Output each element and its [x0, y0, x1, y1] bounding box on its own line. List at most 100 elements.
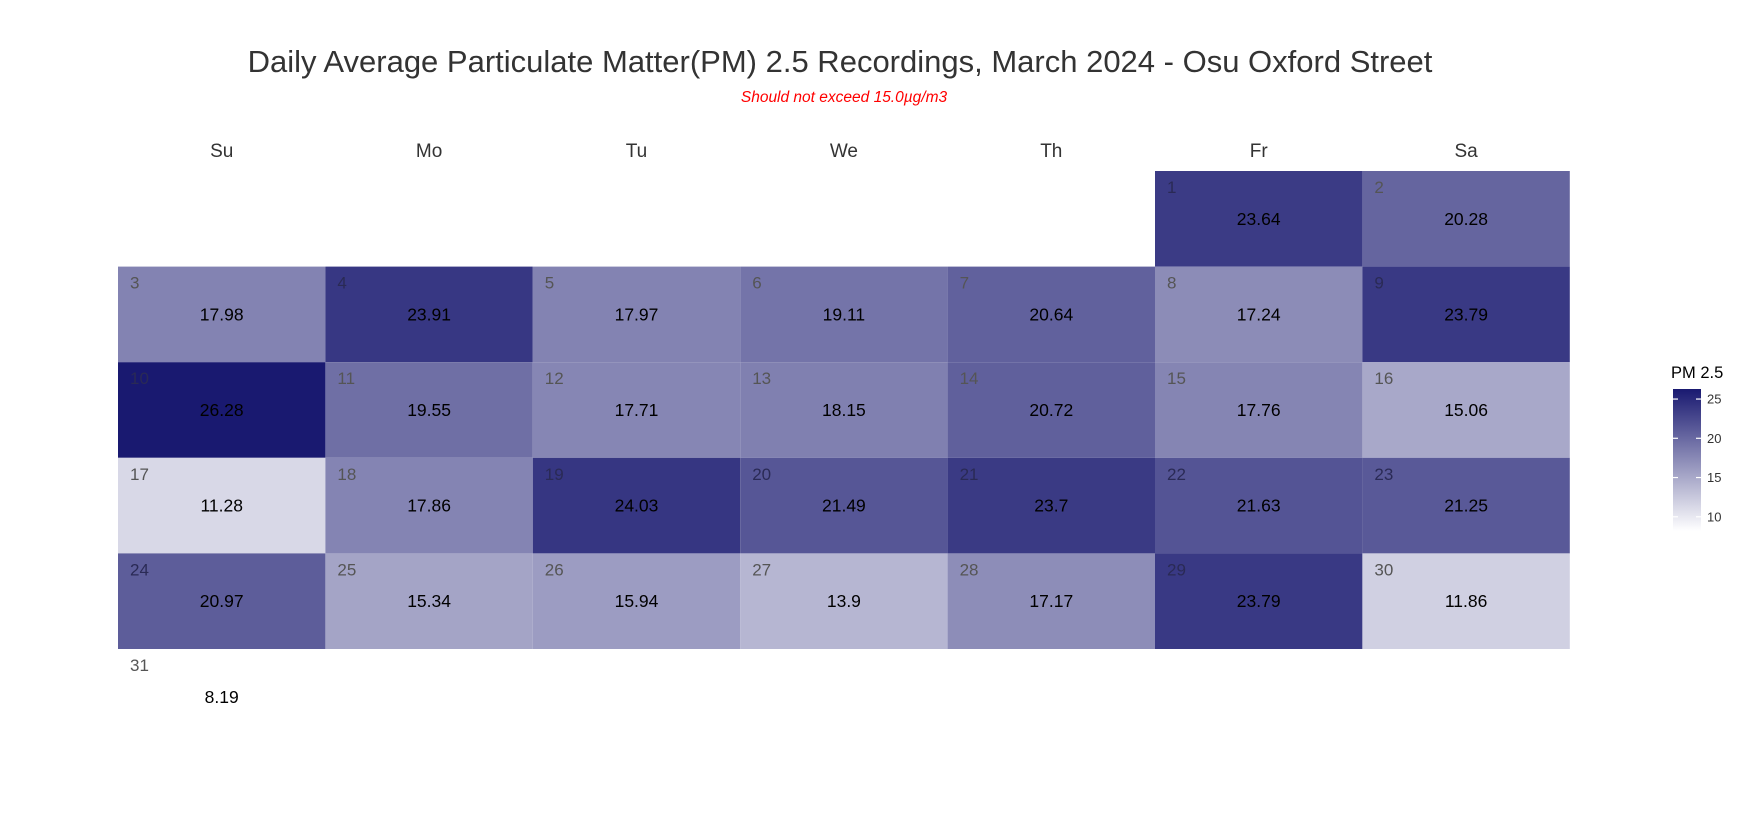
day-cell-fill-26 [532, 553, 741, 649]
day-cell-13: 13 18.15 [740, 362, 948, 458]
day-number-12: 12 [545, 369, 564, 388]
day-number-2: 2 [1374, 178, 1383, 197]
day-value-15: 17.76 [1237, 400, 1281, 420]
day-cell-fill-31 [118, 649, 326, 745]
day-cell-fill-27 [740, 553, 948, 649]
day-value-25: 15.34 [407, 591, 451, 611]
chart-title: Daily Average Particulate Matter(PM) 2.5… [248, 44, 1433, 79]
legend-tick-label-10: 10 [1707, 509, 1721, 524]
day-cell-fill-12 [532, 362, 741, 458]
day-value-23: 21.25 [1444, 496, 1488, 516]
day-cell-fill-16 [1362, 362, 1570, 458]
day-value-17: 11.28 [200, 496, 243, 516]
day-cell-6: 619.11 [740, 266, 948, 363]
day-cell-27: 27 13.9 [740, 553, 948, 649]
weekday-label-we: We [830, 141, 858, 162]
day-cell-fill-20 [740, 457, 948, 554]
day-cell-fill-25 [325, 553, 533, 649]
day-cell-11: 11 19.55 [325, 362, 533, 458]
day-cell-7: 720.64 [947, 266, 1155, 363]
day-number-30: 30 [1374, 560, 1393, 579]
weekday-label-sa: Sa [1454, 141, 1478, 162]
color-legend: PM 2.5 10 15 20 25 [1671, 364, 1723, 531]
day-value-26: 15.94 [615, 591, 659, 611]
day-cell-fill-14 [947, 362, 1155, 458]
day-cell-fill-19 [532, 457, 741, 554]
day-cell-fill-1 [1155, 171, 1363, 267]
day-cell-17: 17 11.28 [118, 457, 326, 554]
day-cell-fill-23 [1362, 457, 1570, 554]
day-number-23: 23 [1374, 465, 1393, 484]
weekday-label-su: Su [210, 141, 233, 162]
day-cell-fill-7 [947, 266, 1155, 363]
day-cell-31: 318.19 [118, 649, 326, 745]
day-number-27: 27 [752, 560, 771, 579]
weekday-labels: Su Mo Tu We Th Fr Sa [210, 141, 1478, 162]
day-cell-19: 19 24.03 [532, 457, 741, 554]
day-cell-fill-21 [947, 457, 1155, 554]
day-value-12: 17.71 [615, 400, 659, 420]
day-cell-10: 10 26.28 [118, 362, 326, 458]
day-cell-21: 21 23.7 [947, 457, 1155, 554]
day-number-8: 8 [1167, 274, 1176, 293]
day-cell-fill-8 [1155, 266, 1363, 363]
day-value-24: 20.97 [200, 591, 244, 611]
calendar-cells: 123.64220.28317.98423.91517.97619.11720.… [118, 171, 1570, 745]
day-number-21: 21 [960, 465, 979, 484]
day-value-30: 11.86 [1445, 591, 1488, 611]
day-value-1: 23.64 [1237, 209, 1281, 229]
day-number-17: 17 [130, 465, 149, 484]
day-cell-3: 317.98 [118, 266, 326, 363]
day-cell-fill-11 [325, 362, 533, 458]
day-cell-22: 22 21.63 [1155, 457, 1363, 554]
day-number-6: 6 [752, 274, 761, 293]
day-value-22: 21.63 [1237, 496, 1281, 516]
day-value-3: 17.98 [200, 304, 244, 324]
day-number-22: 22 [1167, 465, 1186, 484]
day-cell-23: 23 21.25 [1362, 457, 1570, 554]
day-cell-fill-2 [1362, 171, 1570, 267]
day-value-11: 19.55 [407, 400, 451, 420]
day-value-28: 17.17 [1029, 591, 1073, 611]
legend-color-bar [1673, 389, 1701, 531]
day-cell-fill-3 [118, 266, 326, 363]
day-cell-1: 123.64 [1155, 171, 1363, 267]
day-number-26: 26 [545, 560, 564, 579]
day-number-10: 10 [130, 369, 149, 388]
day-cell-8: 817.24 [1155, 266, 1363, 363]
day-number-19: 19 [545, 465, 564, 484]
day-number-9: 9 [1374, 274, 1383, 293]
day-cell-14: 14 20.72 [947, 362, 1155, 458]
day-number-5: 5 [545, 274, 554, 293]
day-number-15: 15 [1167, 369, 1186, 388]
day-value-14: 20.72 [1029, 400, 1073, 420]
day-value-20: 21.49 [822, 496, 866, 516]
day-cell-25: 25 15.34 [325, 553, 533, 649]
legend-tick-label-25: 25 [1707, 392, 1721, 407]
day-number-1: 1 [1167, 178, 1176, 197]
day-value-10: 26.28 [200, 400, 244, 420]
day-value-6: 19.11 [823, 304, 866, 324]
legend-tick-label-15: 15 [1707, 470, 1721, 485]
weekday-label-fr: Fr [1250, 141, 1269, 162]
day-cell-20: 20 21.49 [740, 457, 948, 554]
day-number-16: 16 [1374, 369, 1393, 388]
day-cell-fill-6 [740, 266, 948, 363]
day-cell-fill-15 [1155, 362, 1363, 458]
day-value-9: 23.79 [1444, 304, 1488, 324]
day-cell-24: 24 20.97 [118, 553, 326, 649]
day-number-20: 20 [752, 465, 771, 484]
day-cell-9: 923.79 [1362, 266, 1570, 363]
day-number-24: 24 [130, 560, 149, 579]
chart-subtitle: Should not exceed 15.0µg/m3 [741, 89, 948, 106]
day-cell-16: 16 15.06 [1362, 362, 1570, 458]
day-cell-12: 12 17.71 [532, 362, 741, 458]
day-value-2: 20.28 [1444, 209, 1488, 229]
day-number-31: 31 [130, 656, 149, 675]
day-value-18: 17.86 [407, 496, 451, 516]
day-number-11: 11 [337, 369, 355, 388]
day-number-28: 28 [960, 560, 979, 579]
day-value-19: 24.03 [615, 496, 659, 516]
day-cell-fill-9 [1362, 266, 1570, 363]
day-cell-fill-18 [325, 457, 533, 554]
